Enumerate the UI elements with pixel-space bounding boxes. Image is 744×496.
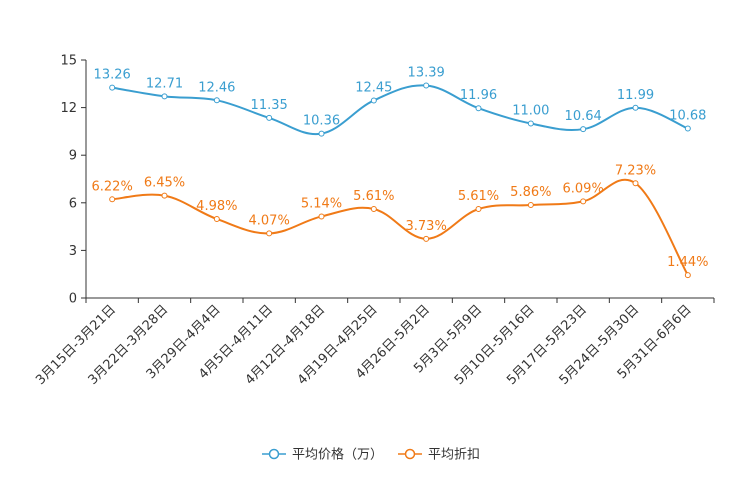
legend-item-0[interactable]: 平均价格（万） <box>262 447 383 463</box>
data-point[interactable] <box>370 205 377 212</box>
series-layer <box>109 82 691 279</box>
data-label: 3.73% <box>406 219 447 234</box>
data-point[interactable] <box>527 202 534 209</box>
y-tick-label: 0 <box>69 292 77 307</box>
y-tick-label: 9 <box>69 149 77 164</box>
data-label: 10.36 <box>303 114 340 129</box>
data-point[interactable] <box>632 104 639 111</box>
data-label: 5.61% <box>353 189 394 204</box>
series-line-0 <box>112 84 689 136</box>
data-label: 6.45% <box>144 176 185 191</box>
data-label: 4.98% <box>196 199 237 214</box>
data-point[interactable] <box>370 97 377 104</box>
data-label: 1.44% <box>667 255 708 270</box>
data-point[interactable] <box>632 180 639 187</box>
data-point[interactable] <box>213 215 220 222</box>
data-label: 11.96 <box>460 88 497 103</box>
data-point[interactable] <box>161 93 168 100</box>
y-tick-label: 6 <box>69 196 77 211</box>
data-point[interactable] <box>527 120 534 127</box>
data-label: 12.45 <box>355 80 392 95</box>
data-label: 11.35 <box>251 98 288 113</box>
data-point[interactable] <box>213 97 220 104</box>
data-label: 10.68 <box>669 109 706 124</box>
data-point[interactable] <box>318 213 325 220</box>
data-point[interactable] <box>684 272 691 279</box>
legend[interactable]: 平均价格（万） 平均折扣 <box>262 447 480 463</box>
data-point[interactable] <box>161 192 168 199</box>
data-point[interactable] <box>684 125 691 132</box>
data-label: 4.07% <box>249 213 290 228</box>
data-label: 12.71 <box>146 76 183 91</box>
legend-item-1[interactable]: 平均折扣 <box>398 448 480 463</box>
y-tick-label: 12 <box>60 101 77 116</box>
data-label: 13.39 <box>408 66 445 81</box>
data-point[interactable] <box>580 198 587 205</box>
data-label: 11.99 <box>617 88 654 103</box>
data-point[interactable] <box>109 84 116 91</box>
data-label: 6.09% <box>563 181 604 196</box>
data-label: 5.61% <box>458 189 499 204</box>
data-point[interactable] <box>266 114 273 121</box>
data-label: 12.46 <box>198 80 235 95</box>
y-tick-label: 15 <box>60 54 77 69</box>
data-label: 5.14% <box>301 196 342 211</box>
legend-marker <box>404 448 416 460</box>
legend-label: 平均折扣 <box>428 448 480 463</box>
y-axis: 0 3 6 9 12 15 <box>60 54 87 307</box>
data-point[interactable] <box>109 196 116 203</box>
data-label: 6.22% <box>92 179 133 194</box>
data-point[interactable] <box>318 130 325 137</box>
data-point[interactable] <box>475 205 482 212</box>
data-label: 5.86% <box>510 185 551 200</box>
legend-label: 平均价格（万） <box>292 447 383 463</box>
data-label: 10.64 <box>565 109 602 124</box>
data-point[interactable] <box>423 82 430 89</box>
y-tick-label: 3 <box>69 244 77 259</box>
data-point[interactable] <box>423 235 430 242</box>
legend-marker <box>268 448 280 460</box>
data-label: 11.00 <box>512 103 549 118</box>
data-label: 7.23% <box>615 163 656 178</box>
data-label-layer: 13.26 12.71 12.46 11.35 10.36 12.45 13.39 11.96… <box>92 66 709 271</box>
data-point[interactable] <box>266 230 273 237</box>
x-axis: 3月15日-3月21日3月22日-3月28日3月29日-4月4日4月5日-4月1… <box>33 297 715 388</box>
data-point[interactable] <box>475 105 482 112</box>
data-point[interactable] <box>580 126 587 133</box>
data-label: 13.26 <box>94 68 131 83</box>
